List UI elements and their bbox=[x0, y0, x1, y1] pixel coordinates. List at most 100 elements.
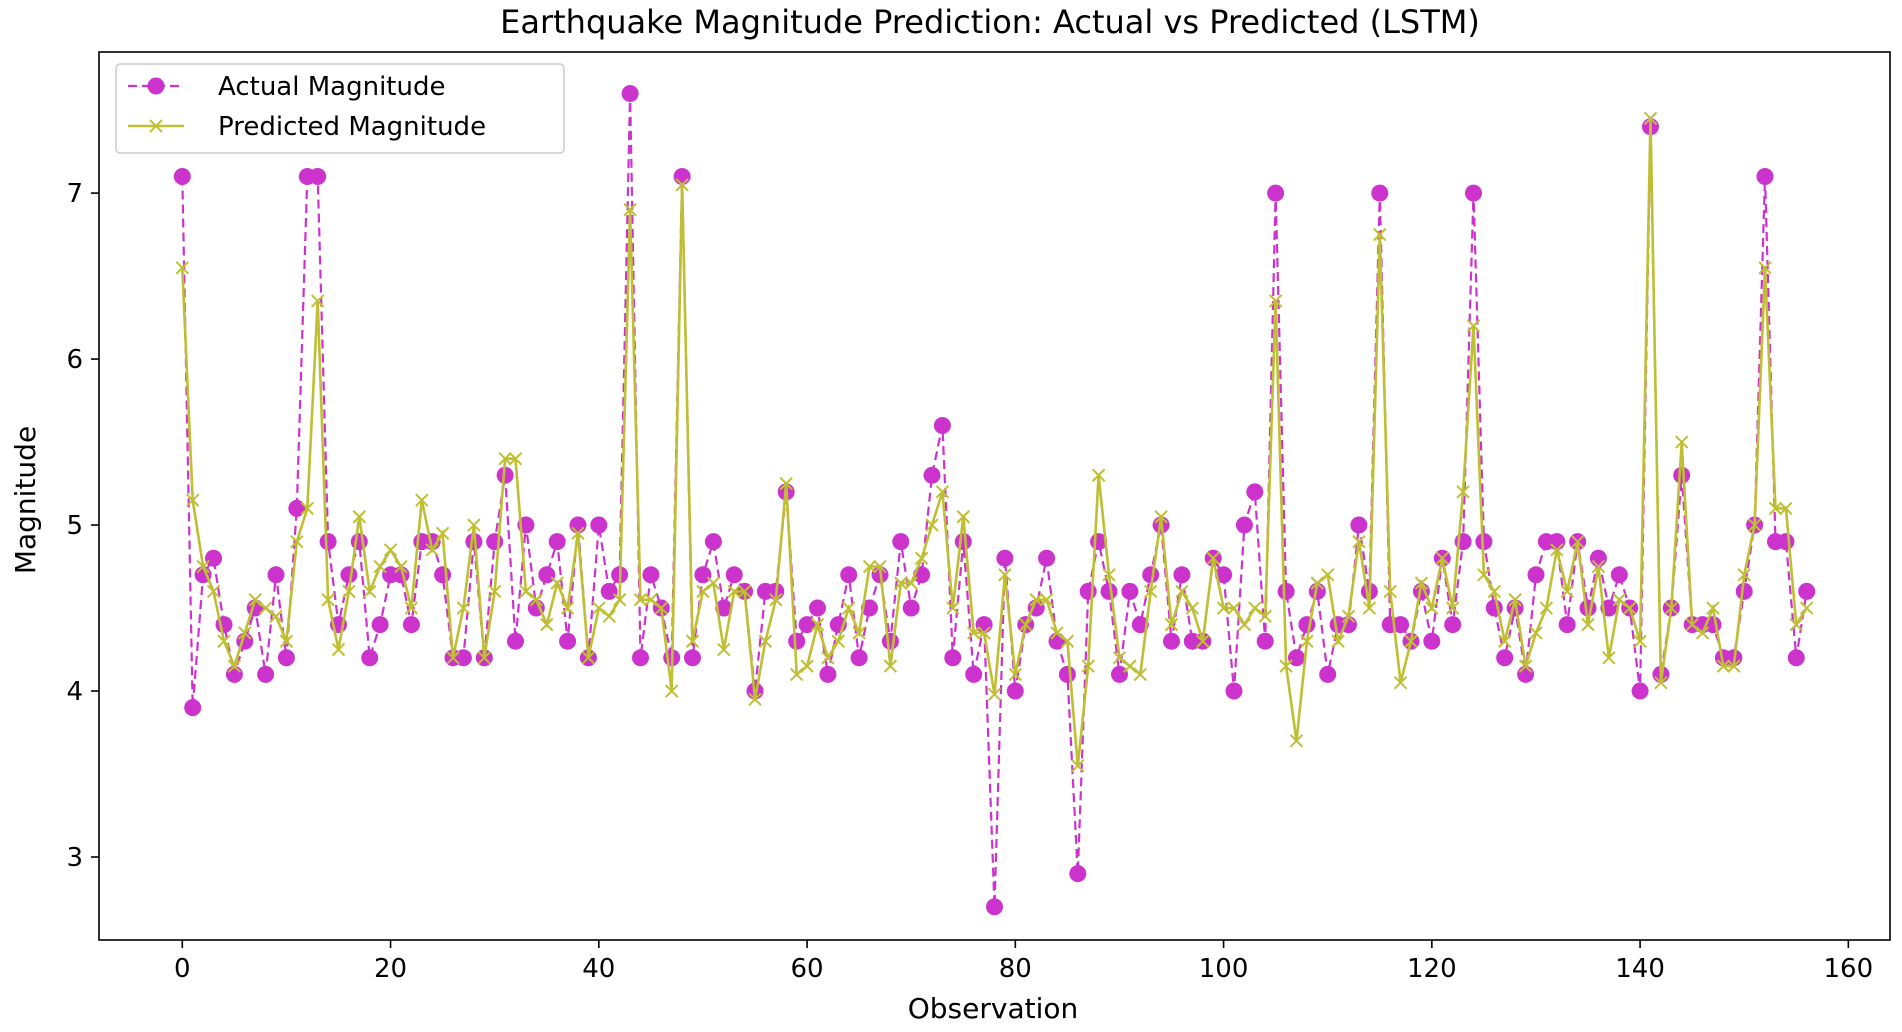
actual-point bbox=[1798, 582, 1816, 600]
predicted-point bbox=[1310, 576, 1325, 590]
predicted-point bbox=[1196, 634, 1210, 648]
actual-point bbox=[788, 632, 806, 650]
actual-point bbox=[1756, 168, 1774, 185]
predicted-point bbox=[1560, 584, 1574, 599]
actual-point bbox=[933, 417, 951, 434]
predicted-point bbox=[1550, 543, 1564, 557]
actual-point bbox=[850, 649, 868, 667]
predicted-point bbox=[1643, 111, 1658, 126]
actual-point bbox=[1235, 516, 1253, 534]
predicted-point bbox=[1081, 659, 1095, 673]
predicted-point bbox=[1008, 667, 1023, 682]
actual-point bbox=[1527, 566, 1545, 584]
predicted-point bbox=[925, 518, 939, 532]
actual-point bbox=[684, 649, 701, 667]
predicted-point bbox=[1258, 609, 1272, 624]
actual-point bbox=[1048, 632, 1066, 650]
actual-point bbox=[881, 632, 899, 650]
predicted-point bbox=[1602, 651, 1616, 665]
predicted-point bbox=[904, 576, 918, 590]
actual-point bbox=[569, 516, 587, 534]
actual-point bbox=[621, 85, 639, 102]
actual-point bbox=[861, 599, 878, 617]
actual-point bbox=[600, 582, 618, 600]
predicted-point bbox=[1352, 534, 1366, 549]
predicted-point bbox=[258, 601, 273, 615]
predicted-point bbox=[1654, 676, 1668, 690]
actual-point bbox=[548, 533, 566, 551]
predicted-point bbox=[1112, 651, 1127, 665]
actual-point bbox=[402, 616, 420, 634]
actual-point bbox=[309, 168, 327, 185]
predicted-point bbox=[1529, 626, 1543, 640]
legend-predicted-label: Predicted Magnitude bbox=[218, 112, 486, 142]
predicted-point bbox=[571, 526, 585, 541]
actual-point bbox=[642, 566, 660, 584]
x-tick-label: 20 bbox=[374, 954, 407, 984]
predicted-point bbox=[217, 634, 231, 648]
predicted-point bbox=[1050, 626, 1064, 640]
x-axis-label: Observation bbox=[908, 992, 1079, 1025]
predicted-point bbox=[1175, 584, 1189, 599]
actual-point bbox=[559, 632, 577, 650]
predicted-point bbox=[1633, 634, 1647, 648]
predicted-point bbox=[1456, 485, 1470, 499]
predicted-point bbox=[1071, 759, 1085, 773]
predicted-point bbox=[1393, 676, 1408, 690]
x-tick-label: 0 bbox=[174, 954, 191, 984]
actual-point bbox=[350, 533, 368, 551]
predicted-point bbox=[1758, 261, 1772, 275]
predicted-point bbox=[1164, 617, 1179, 632]
predicted-point bbox=[1300, 634, 1314, 648]
actual-point bbox=[1277, 582, 1295, 600]
predicted-point bbox=[1477, 568, 1491, 582]
predicted-point bbox=[1508, 593, 1522, 607]
predicted-point bbox=[498, 451, 512, 466]
predicted-point bbox=[435, 526, 450, 541]
predicted-point bbox=[446, 651, 460, 665]
actual-point bbox=[1319, 665, 1337, 683]
actual-point bbox=[1163, 632, 1180, 650]
actual-point bbox=[1579, 599, 1597, 617]
predicted-point bbox=[1498, 634, 1512, 648]
actual-point bbox=[996, 549, 1014, 567]
predicted-point bbox=[612, 593, 627, 607]
legend-actual-label: Actual Magnitude bbox=[218, 72, 445, 102]
actual-point bbox=[1735, 582, 1753, 600]
actual-point bbox=[1142, 566, 1160, 584]
actual-point bbox=[1058, 665, 1076, 683]
predicted-point bbox=[425, 543, 439, 557]
plot-area bbox=[173, 85, 1816, 916]
actual-series-line bbox=[181, 93, 1808, 907]
predicted-point bbox=[831, 634, 846, 648]
predicted-point bbox=[1143, 584, 1158, 599]
predicted-point bbox=[1383, 584, 1397, 599]
predicted-point bbox=[987, 687, 1002, 702]
predicted-point bbox=[540, 617, 554, 632]
predicted-point bbox=[560, 601, 575, 615]
actual-point bbox=[1392, 616, 1410, 634]
predicted-point bbox=[977, 626, 991, 640]
predicted-point bbox=[321, 593, 335, 607]
x-tick-label: 140 bbox=[1615, 954, 1665, 984]
actual-point bbox=[892, 533, 910, 551]
predicted-point bbox=[581, 651, 596, 665]
y-tick-label: 6 bbox=[66, 345, 83, 375]
actual-point bbox=[1673, 466, 1691, 484]
predicted-point bbox=[675, 178, 689, 192]
predicted-point bbox=[352, 510, 367, 524]
predicted-point bbox=[1216, 601, 1231, 615]
predicted-point bbox=[1747, 518, 1762, 532]
predicted-point bbox=[1321, 568, 1335, 582]
actual-point bbox=[975, 616, 993, 634]
actual-point bbox=[632, 649, 649, 667]
x-tick-label: 100 bbox=[1199, 954, 1249, 984]
predicted-point bbox=[1060, 634, 1075, 648]
predicted-point bbox=[363, 584, 377, 599]
actual-point bbox=[1069, 865, 1087, 883]
actual-point bbox=[1215, 566, 1233, 584]
predicted-point bbox=[550, 576, 564, 590]
actual-point bbox=[986, 898, 1003, 916]
actual-point bbox=[319, 533, 337, 551]
predicted-point bbox=[1123, 659, 1137, 673]
